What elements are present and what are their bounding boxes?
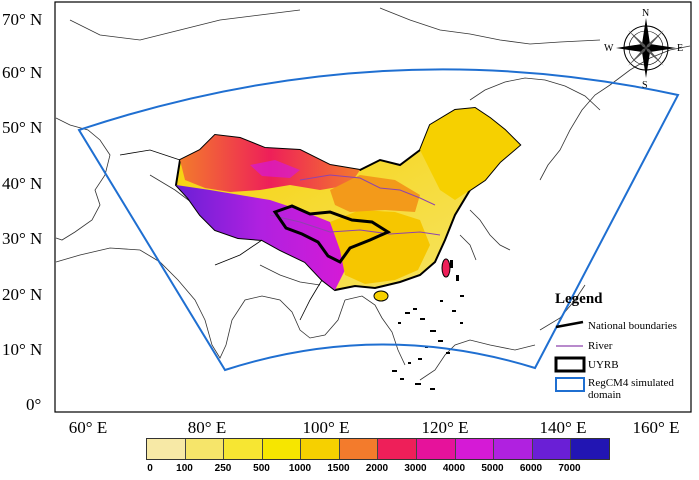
lon-label: 60° E [68,418,108,437]
legend-label-river: River [588,340,613,352]
legend-title: Legend [555,291,603,307]
colorbar-tick-label: 6000 [519,463,543,474]
colorbar-tick-label: 3000 [404,463,427,474]
colorbar-swatch [455,439,495,459]
lon-label: 80° E [187,418,227,437]
colorbar-tick-label: 100 [176,463,193,474]
legend-label-national-boundaries: National boundaries [588,320,677,332]
uyrb-boundary [272,204,392,264]
elevation-colorbar [146,438,610,460]
colorbar-swatch [147,439,186,459]
colorbar-swatch [532,439,572,459]
colorbar-tick-label: 1500 [327,463,350,474]
lon-label: 100° E [302,418,350,437]
lat-label: 20° N [2,285,43,304]
compass-west-letter: W [604,43,614,54]
compass-north-letter: N [642,8,650,19]
regcm4-domain-outline [77,68,680,372]
lon-label: 140° E [539,418,587,437]
colorbar-tick-label: 5000 [481,463,504,474]
lat-label: 0° [26,395,42,414]
hainan [373,290,389,302]
coastlines [55,7,691,381]
lat-label: 50° N [2,118,43,137]
taiwan [441,258,451,278]
compass-east-letter: E [677,43,684,54]
lat-label: 10° N [2,340,43,359]
legend-symbols [554,320,586,392]
compass-rose [616,18,676,78]
colorbar-swatch [417,439,456,459]
colorbar-swatch [262,439,302,459]
lat-label: 70° N [2,10,43,29]
colorbar-tick-label: 0 [147,463,153,474]
lat-label: 60° N [2,63,43,82]
colorbar-tick-label: 1000 [288,463,312,474]
colorbar-swatch [301,439,340,459]
lon-label: 160° E [632,418,680,437]
colorbar-tick-label: 250 [214,463,232,474]
islands [392,260,464,390]
colorbar-swatch [339,439,379,459]
lat-label: 40° N [2,174,43,193]
colorbar-swatch [494,439,533,459]
legend-label-uyrb: UYRB [588,359,619,371]
colorbar-swatch [571,439,609,459]
national-boundaries [119,149,323,321]
compass-south-letter: S [642,80,648,91]
colorbar-swatch [185,439,225,459]
colorbar-tick-label: 7000 [558,463,581,474]
colorbar-tick-label: 500 [253,463,270,474]
legend-label-regcm4: RegCM4 simulated domain [588,377,674,401]
lon-label: 120° E [421,418,469,437]
colorbar-tick-label: 4000 [442,463,466,474]
rivers [269,174,441,236]
colorbar-swatch [224,439,263,459]
lat-label: 30° N [2,229,43,248]
colorbar-tick-label: 2000 [365,463,389,474]
colorbar-swatch [378,439,418,459]
